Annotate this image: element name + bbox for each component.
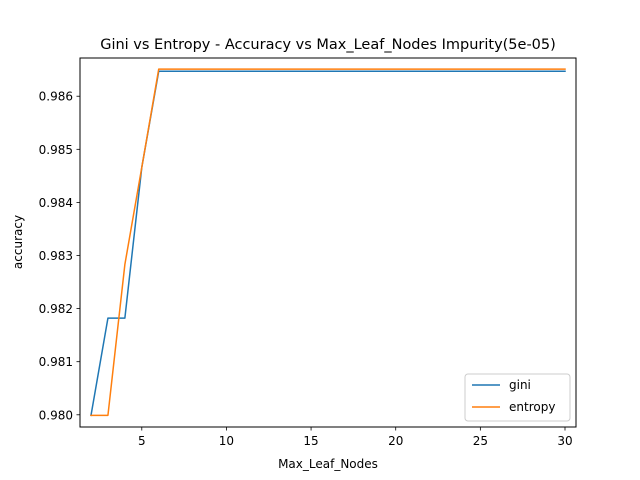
y-tick-label: 0.985: [39, 143, 73, 157]
y-tick-label: 0.981: [39, 355, 73, 369]
series-line-entropy: [90, 68, 566, 417]
plot-area: [79, 57, 577, 428]
x-axis: 5 10 15 20 25 30: [138, 427, 573, 448]
y-axis-label: accuracy: [11, 215, 25, 269]
legend-label-gini: gini: [509, 378, 531, 392]
y-tick-label: 0.984: [39, 196, 73, 210]
legend-label-entropy: entropy: [509, 400, 555, 414]
y-tick-label: 0.980: [39, 408, 73, 422]
y-tick-label: 0.982: [39, 302, 73, 316]
series-lines: [90, 68, 566, 417]
axes-frame: [79, 57, 577, 428]
legend: gini entropy: [464, 373, 571, 422]
x-tick-label: 30: [557, 434, 572, 448]
x-tick-label: 15: [303, 434, 318, 448]
y-tick-label: 0.986: [39, 90, 73, 104]
y-tick-label: 0.983: [39, 249, 73, 263]
x-tick-label: 10: [219, 434, 234, 448]
y-axis: 0.980 0.981 0.982 0.983 0.984 0.985 0.986: [39, 90, 80, 422]
x-tick-label: 25: [473, 434, 488, 448]
chart-title: Gini vs Entropy - Accuracy vs Max_Leaf_N…: [100, 37, 556, 53]
x-tick-label: 5: [138, 434, 146, 448]
x-axis-label: Max_Leaf_Nodes: [278, 457, 378, 471]
series-line-gini: [90, 70, 566, 417]
x-tick-label: 20: [388, 434, 403, 448]
